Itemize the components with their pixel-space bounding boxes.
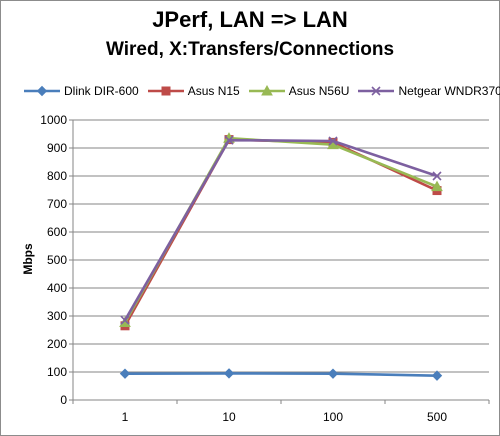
legend-label-dlink: Dlink DIR-600 bbox=[64, 84, 139, 98]
series-line-2 bbox=[123, 136, 438, 324]
series-0-point-3 bbox=[431, 370, 443, 381]
y-tick-label-900: 900 bbox=[47, 141, 67, 155]
grid-lines bbox=[73, 119, 489, 373]
y-tick-label-200: 200 bbox=[47, 337, 67, 351]
legend-item-asus-n56u[interactable]: Asus N56U bbox=[248, 84, 350, 98]
legend-point-0 bbox=[36, 85, 48, 97]
legend-marker-asus-n56u bbox=[248, 85, 285, 96]
series-3-point-0-stroke-b bbox=[120, 315, 130, 325]
series-3-point-2-stroke-b bbox=[328, 136, 338, 146]
legend-marker-asus-n15 bbox=[147, 86, 184, 96]
chart-title: JPerf, LAN => LAN bbox=[152, 7, 348, 32]
y-axis-ticks: 0 100 200 300 400 500 600 700 800 900 1000 bbox=[40, 113, 73, 407]
series-line-0 bbox=[124, 372, 438, 377]
x-tick-label-100: 100 bbox=[323, 410, 343, 424]
legend-point-3 bbox=[371, 86, 382, 96]
legend-label-asus-n56u: Asus N56U bbox=[288, 84, 350, 98]
legend-point-3-stroke-b bbox=[371, 86, 382, 96]
legend-point-1 bbox=[161, 86, 171, 96]
legend-item-asus-n15[interactable]: Asus N15 bbox=[147, 84, 240, 98]
y-tick-label-1000: 1000 bbox=[40, 113, 67, 127]
y-tick-label-800: 800 bbox=[47, 169, 67, 183]
y-axis-label: Mbps bbox=[21, 243, 35, 275]
legend-label-asus-n15: Asus N15 bbox=[187, 84, 240, 98]
y-tick-label-500: 500 bbox=[47, 253, 67, 267]
legend-marker-dlink bbox=[24, 85, 60, 97]
series-3-point-0 bbox=[120, 315, 130, 325]
legend: Dlink DIR-600 Asus N15 Asus N56U Netgear… bbox=[23, 81, 500, 101]
x-tick-label-10: 10 bbox=[222, 410, 236, 424]
legend-item-netgear[interactable]: Netgear WNDR3700 bbox=[357, 84, 500, 98]
legend-item-dlink[interactable]: Dlink DIR-600 bbox=[23, 84, 139, 98]
x-tick-label-1: 1 bbox=[122, 410, 129, 424]
chart-subtitle: Wired, X:Transfers/Connections bbox=[105, 39, 395, 60]
y-tick-label-100: 100 bbox=[47, 365, 67, 379]
y-tick-label-600: 600 bbox=[47, 225, 67, 239]
y-tick-label-700: 700 bbox=[47, 197, 67, 211]
legend-marker-netgear bbox=[358, 86, 395, 96]
series-0-point-1 bbox=[223, 368, 235, 379]
x-tick-label-500: 500 bbox=[427, 410, 447, 424]
series-3-point-3 bbox=[432, 171, 442, 181]
series-3-point-2 bbox=[328, 136, 338, 146]
y-tick-label-300: 300 bbox=[47, 309, 67, 323]
y-tick-label-400: 400 bbox=[47, 281, 67, 295]
axes bbox=[72, 120, 489, 401]
legend-label-netgear: Netgear WNDR3700 bbox=[398, 84, 500, 98]
x-axis-ticks: 1 10 100 500 bbox=[72, 400, 490, 424]
series-0-point-0 bbox=[119, 368, 131, 379]
legend-point-2 bbox=[260, 85, 273, 96]
series-2-point-3 bbox=[431, 180, 443, 192]
y-tick-label-0: 0 bbox=[60, 393, 67, 407]
series-3-point-1-stroke-b bbox=[224, 135, 234, 145]
series-lines bbox=[119, 132, 443, 381]
series-line-3 bbox=[123, 138, 438, 321]
series-3-point-1 bbox=[224, 135, 234, 145]
series-0-point-2 bbox=[327, 368, 339, 379]
series-3-point-3-stroke-b bbox=[432, 171, 442, 181]
